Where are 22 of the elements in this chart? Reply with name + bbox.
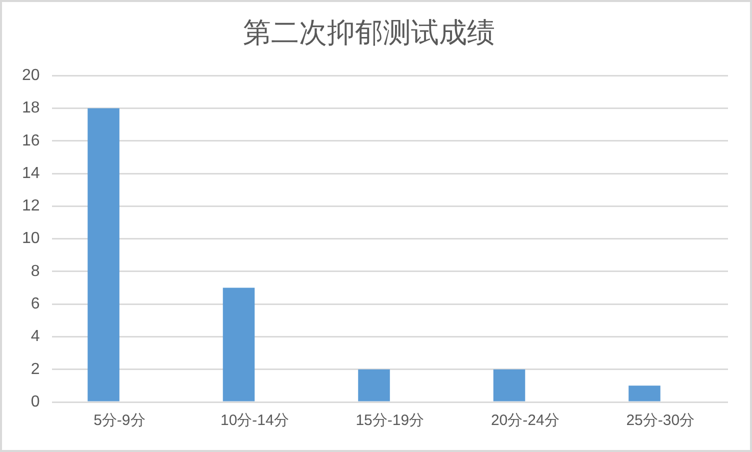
bar (628, 386, 660, 402)
y-tick-label: 0 (30, 393, 40, 410)
y-tick-label: 16 (22, 132, 40, 150)
y-tick-label: 2 (30, 360, 40, 378)
bar (88, 108, 120, 402)
chart-title: 第二次抑郁测试成绩 (243, 18, 495, 50)
y-tick-label: 18 (22, 100, 40, 117)
x-tick-label: 10分-14分 (220, 412, 289, 430)
y-tick-label: 10 (22, 230, 40, 248)
x-tick-label: 25分-30分 (626, 412, 695, 430)
bar (493, 369, 526, 402)
y-tick-label: 4 (30, 328, 40, 346)
y-tick-label: 8 (30, 262, 40, 280)
bar (222, 288, 255, 402)
x-tick-label: 20分-24分 (490, 412, 560, 430)
bar (358, 369, 390, 402)
x-tick-label: 15分-19分 (356, 412, 424, 430)
y-tick-label: 6 (30, 295, 40, 312)
y-tick-label: 20 (22, 67, 40, 84)
y-tick-label: 12 (22, 198, 40, 215)
y-tick-label: 14 (22, 164, 40, 182)
x-tick-label: 5分-9分 (94, 412, 146, 430)
